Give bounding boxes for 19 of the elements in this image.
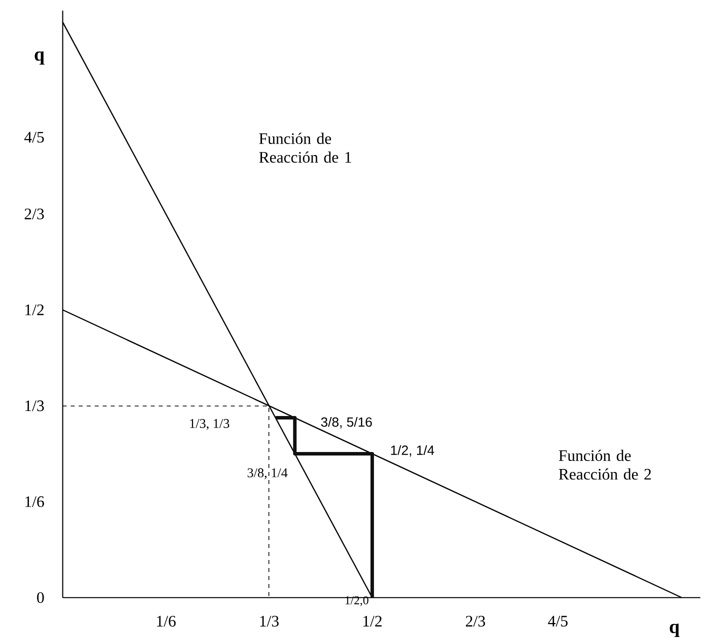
y-tick-label: 1/6 — [25, 496, 44, 507]
x-tick-label: 4/5 — [548, 616, 568, 626]
y-tick-label: 1/3 — [25, 400, 44, 412]
annotation: 3/8, 5/16 — [321, 416, 372, 428]
y-tick-label: 4/5 — [24, 132, 44, 142]
x-tick-label: 1/2 — [363, 616, 382, 626]
x-axis-title: q — [670, 624, 680, 637]
annotation: 1/3, 1/3 — [190, 418, 230, 430]
x-tick-label: 1/3 — [260, 616, 279, 626]
x-tick-label: 2/3 — [466, 616, 486, 626]
annotation: Función de Reacción de 1 — [259, 132, 352, 163]
y-tick-label: 1/2 — [25, 304, 44, 316]
y-axis-title: q — [34, 51, 44, 64]
annotation: 1/2, 1/4 — [391, 445, 434, 456]
annotation: Función de Reacción de 2 — [558, 450, 651, 480]
y-tick-label: 2/3 — [24, 208, 44, 220]
x-tick-label: 1/6 — [157, 616, 176, 626]
annotation: 3/8, 1/4 — [248, 468, 288, 480]
y-tick-label: 0 — [37, 592, 44, 603]
